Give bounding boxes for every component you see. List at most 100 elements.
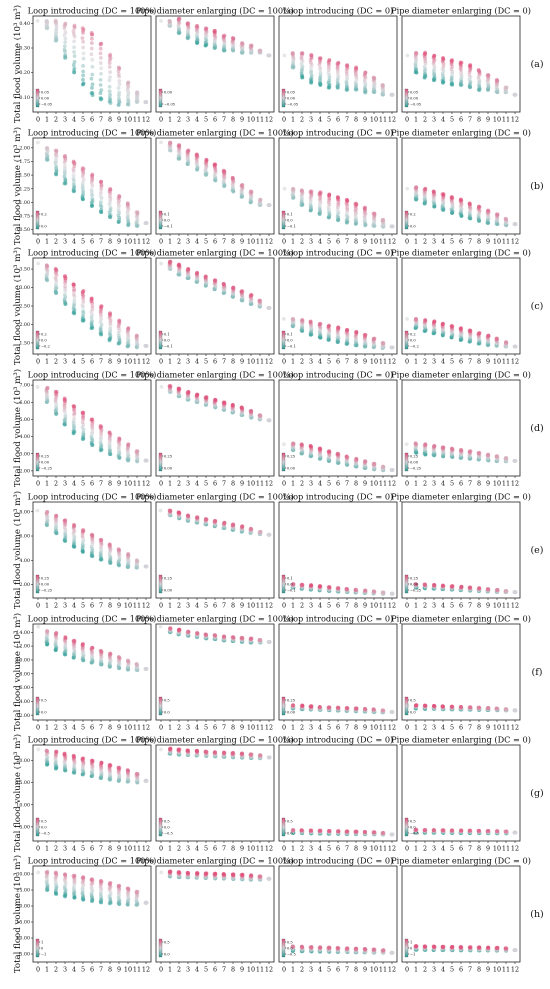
data-point (212, 162, 217, 167)
data-point (107, 96, 112, 100)
x-tick-label: 1 (414, 358, 418, 366)
x-tick-label: 0 (405, 238, 409, 246)
x-tick-label: 6 (90, 238, 94, 246)
y-tick-label: 6.00 (19, 400, 30, 406)
data-point (308, 443, 313, 448)
data-point (432, 319, 437, 324)
x-tick-label: 6 (459, 116, 463, 124)
colorbar: 0.250.00 (158, 574, 173, 594)
data-point (299, 188, 304, 193)
x-tick-label: 10 (370, 480, 378, 488)
data-point (117, 436, 122, 441)
data-point (423, 187, 427, 191)
x-tick-label: 5 (81, 358, 85, 366)
y-tick-label: 3.00 (19, 451, 30, 457)
data-point (108, 651, 112, 656)
data-point (99, 435, 103, 440)
data-point (99, 71, 103, 76)
data-point (441, 64, 446, 69)
data-point (90, 304, 95, 309)
colorbar-gradient (36, 453, 39, 471)
x-tick-label: 0 (36, 602, 40, 610)
x-tick-label: 5 (81, 480, 85, 488)
x-tick-label: 6 (336, 480, 340, 488)
data-point (107, 430, 112, 435)
data-point (63, 30, 68, 35)
data-point (467, 73, 472, 78)
data-point (89, 46, 94, 51)
data-point (186, 148, 191, 153)
x-tick-label: 2 (300, 116, 304, 124)
x-tick-label: 6 (90, 602, 94, 610)
x-tick-label: 0 (159, 238, 163, 246)
data-point (390, 345, 394, 350)
colorbar-label: 0.25 (41, 454, 50, 458)
axes-frame (155, 137, 275, 235)
data-point (213, 278, 217, 283)
x-tick-label: 3 (63, 602, 67, 610)
colorbar-label: 0.05 (287, 90, 296, 94)
row-label: (f) (532, 667, 543, 678)
data-point (99, 190, 103, 195)
data-point (98, 46, 103, 51)
data-point (81, 177, 86, 182)
data-point (203, 274, 208, 279)
axes-frame (155, 501, 275, 599)
axes-frame (32, 15, 152, 113)
x-tick-label: 4 (441, 116, 445, 124)
y-tick-label: 10.00 (16, 658, 30, 664)
x-tick-label: 11 (502, 358, 510, 366)
data-point (231, 285, 236, 290)
colorbar-frame (35, 210, 40, 230)
x-tick-label: 2 (300, 602, 304, 610)
data-point (45, 145, 50, 150)
x-tick-label: 11 (379, 238, 387, 246)
colorbar-label: −0.25 (410, 588, 422, 592)
data-point (380, 83, 385, 87)
colorbar-label: 0.1 (164, 332, 170, 336)
x-tick-label: 5 (327, 116, 331, 124)
data-point (459, 448, 463, 452)
data-point (72, 23, 77, 28)
data-point (335, 451, 340, 456)
data-point (71, 404, 76, 408)
data-point (99, 41, 104, 46)
data-point (72, 50, 76, 54)
colorbar-label: 0.1 (287, 332, 293, 336)
data-point (126, 326, 131, 330)
data-point (195, 515, 200, 520)
x-tick-label: 7 (99, 238, 103, 246)
data-point (89, 434, 94, 439)
data-point (440, 445, 445, 450)
x-tick-label: 4 (72, 602, 76, 610)
data-point (204, 395, 209, 399)
data-point (168, 140, 172, 145)
x-tick-label: 10 (124, 116, 132, 124)
data-point (135, 90, 139, 95)
panel-title: Pipe diameter enlarging (DC = 0) (391, 492, 531, 502)
x-tick-label: 12 (142, 116, 150, 124)
data-point (80, 420, 85, 425)
data-point (449, 446, 454, 451)
data-point (35, 384, 40, 389)
data-point (143, 343, 148, 348)
x-tick-label: 11 (256, 602, 264, 610)
data-point (195, 631, 200, 635)
data-point (422, 64, 427, 69)
colorbar-label: 0.0 (287, 218, 293, 222)
data-point (177, 262, 181, 267)
x-tick-label: 9 (240, 602, 244, 610)
data-point (317, 205, 322, 209)
data-point (290, 316, 295, 321)
x-tick-label: 2 (177, 480, 181, 488)
data-point (90, 90, 95, 95)
x-tick-label: 8 (354, 358, 358, 366)
colorbar-gradient (405, 453, 408, 471)
x-tick-label: 11 (256, 116, 264, 124)
x-tick-label: 10 (370, 358, 378, 366)
x-tick-label: 9 (117, 238, 121, 246)
panel-3-2: Loop introducing (DC = 0)0 1 2 3 4 5 6 7 8 9 10 11 1… (278, 370, 398, 488)
data-point (89, 52, 94, 57)
data-point (80, 410, 85, 415)
data-point (336, 325, 340, 330)
